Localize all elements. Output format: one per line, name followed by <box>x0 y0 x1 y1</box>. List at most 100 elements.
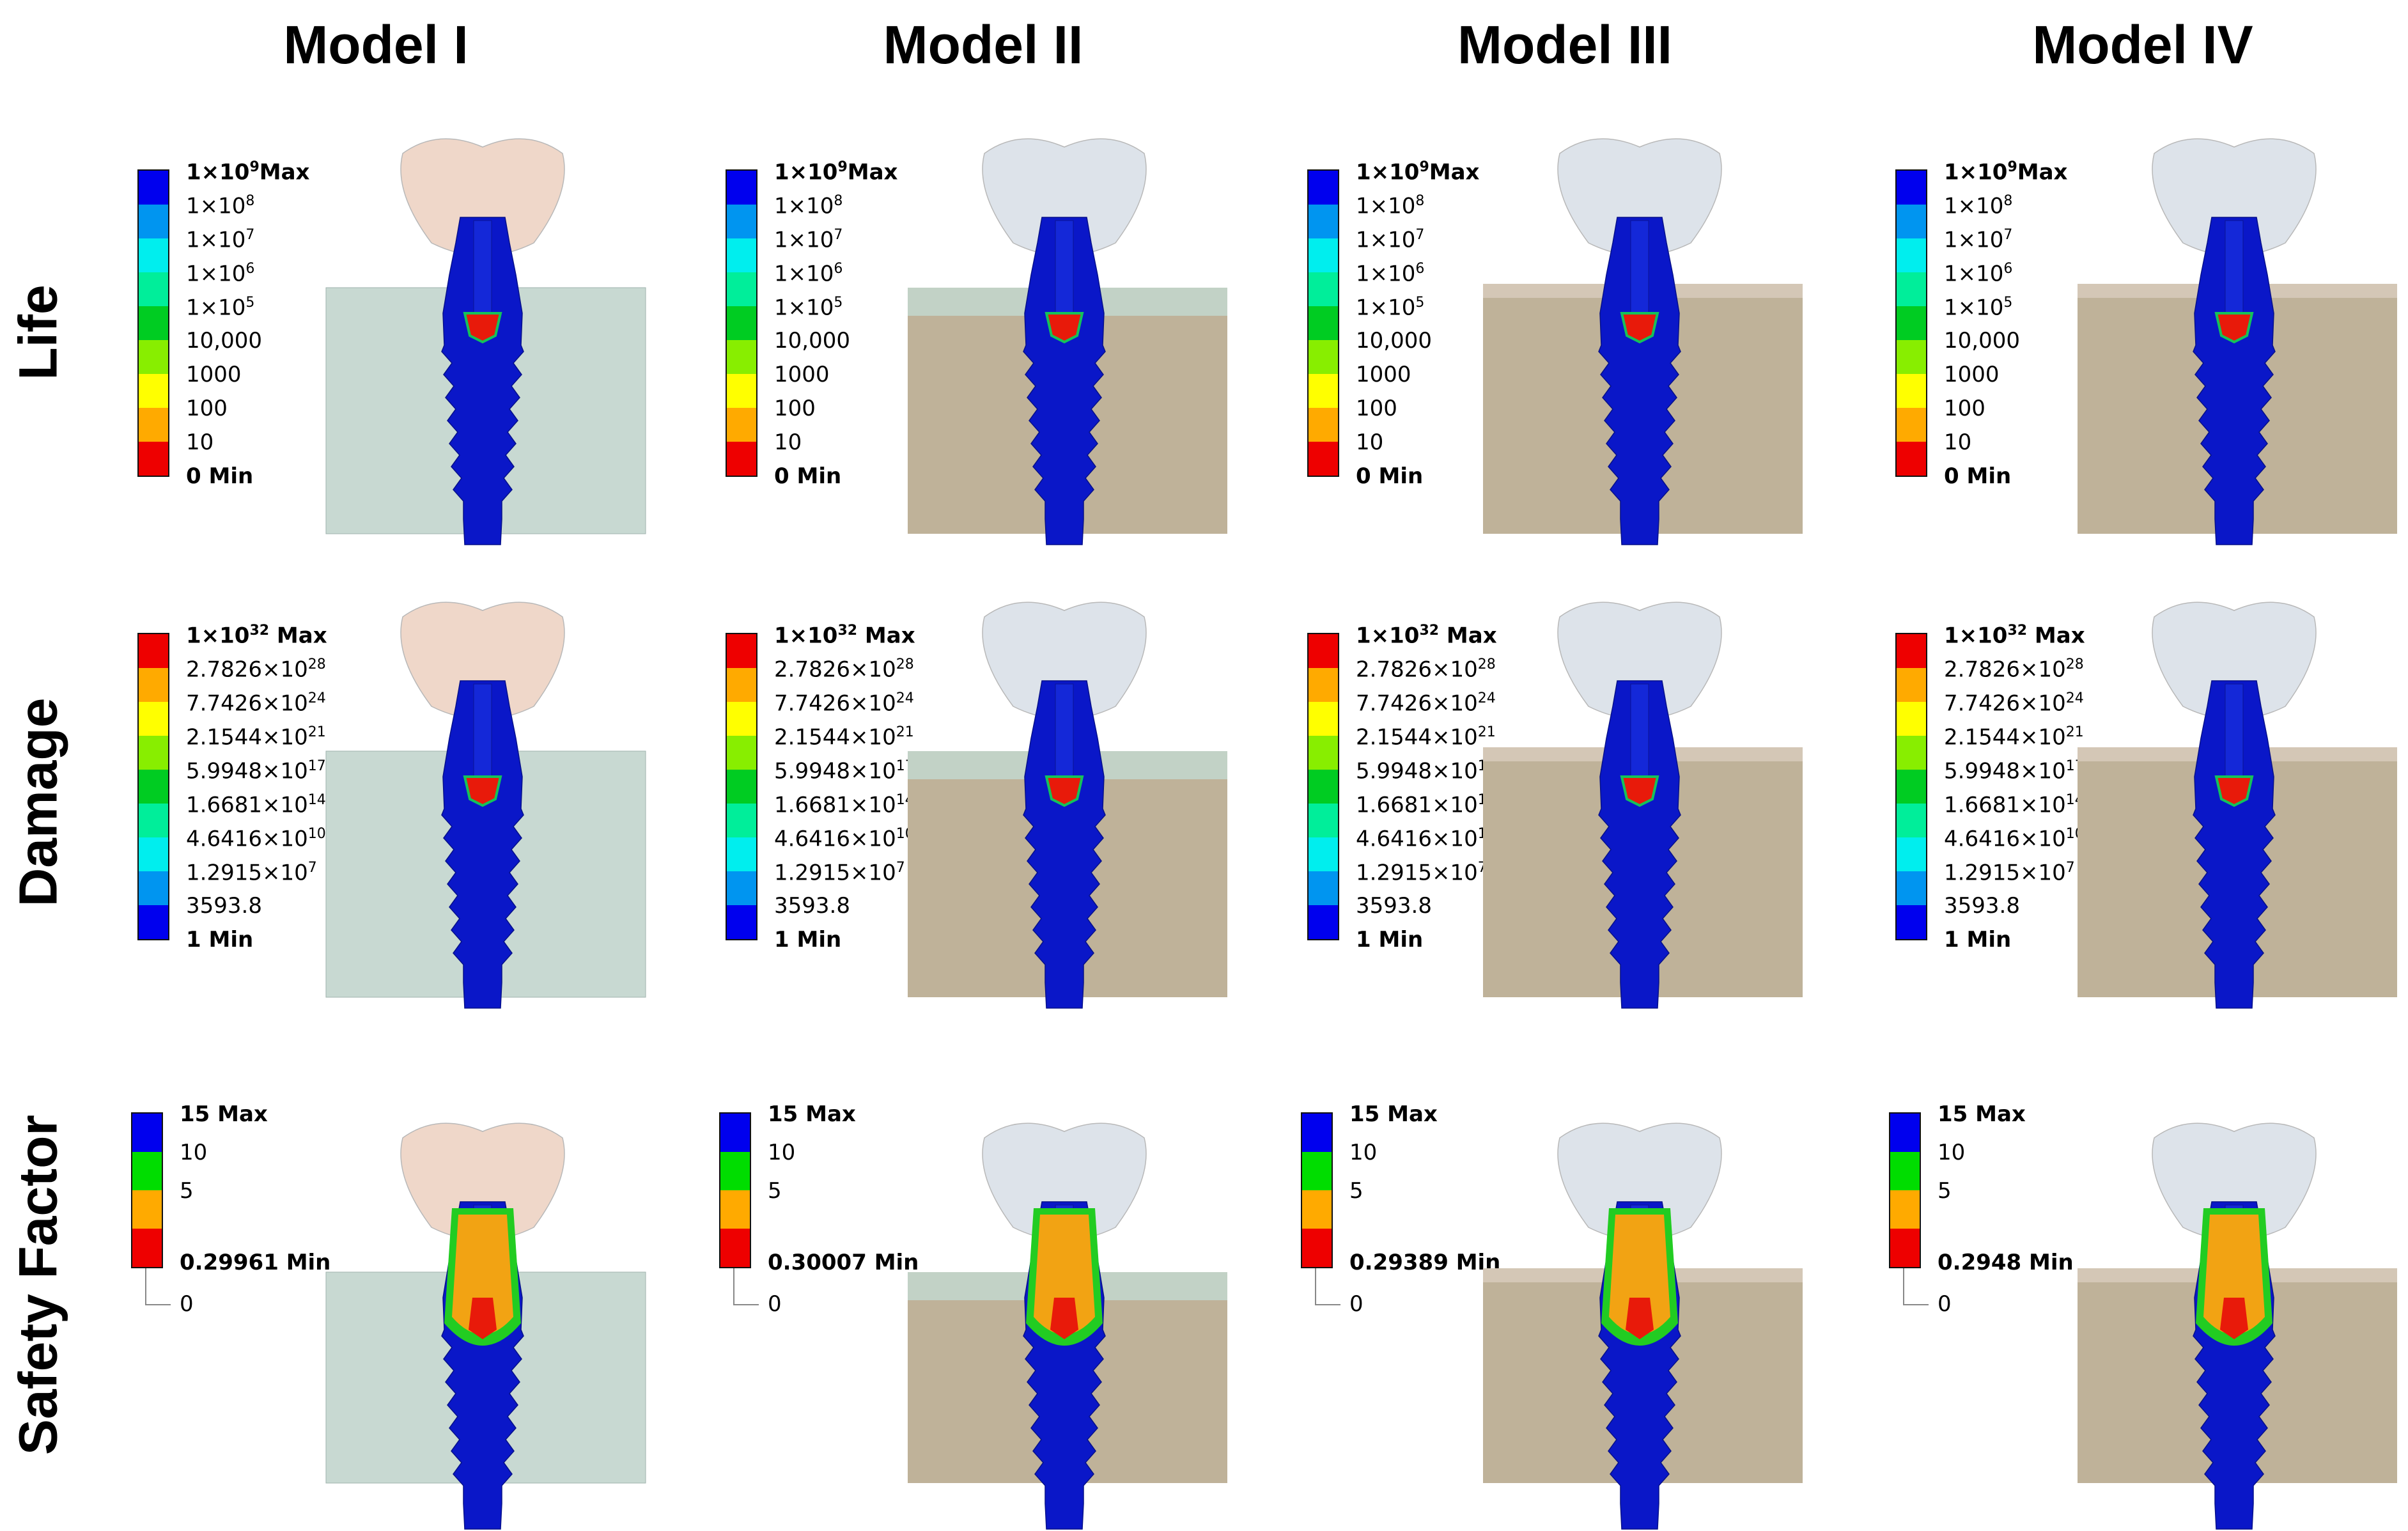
implant-model-graphic <box>325 138 646 545</box>
scale-label: 5.9948×1017 <box>186 759 326 782</box>
color-scale-segment <box>139 306 168 340</box>
tooth-crown <box>1557 1123 1722 1241</box>
scale-label-base: 1×10 <box>1356 295 1416 321</box>
implant-model-graphic <box>325 602 646 1009</box>
scale-zero-tick <box>1903 1304 1929 1305</box>
stress-hotspot <box>2214 775 2254 807</box>
implant-model-graphic <box>2078 602 2397 1009</box>
color-scale-segment <box>720 1114 750 1152</box>
color-scale-segment <box>1309 205 1338 238</box>
scale-label-base: 2.1544×10 <box>1356 724 1478 750</box>
screw-channel <box>473 220 492 317</box>
color-scale-segment <box>1309 238 1338 272</box>
color-scale-segment <box>1309 804 1338 837</box>
color-scale-segment <box>727 871 756 905</box>
implant-body <box>441 680 524 1009</box>
scale-label-base: 1.2915×10 <box>1944 860 2066 886</box>
scale-label-exponent: 5 <box>245 295 255 311</box>
scale-label: 1.2915×107 <box>1356 861 1487 884</box>
color-scale-segment <box>727 736 756 770</box>
scale-label-base: 1.2915×10 <box>186 860 308 886</box>
color-scale-segment <box>727 408 756 442</box>
scale-label: 2.1544×1021 <box>774 724 914 750</box>
scale-label-base: 1×10 <box>1356 623 1420 649</box>
color-scale-segment <box>727 905 756 939</box>
color-scale-segment <box>727 340 756 374</box>
scale-label-base: 1×10 <box>1944 623 2008 649</box>
column-title-model-i: Model I <box>283 15 469 75</box>
scale-label-exponent: 28 <box>896 657 914 672</box>
scale-label-base: 7.7426×10 <box>1944 690 2066 717</box>
scale-label-base: 7.7426×10 <box>1356 690 1478 717</box>
scale-label-base: 1 Min <box>1944 927 2012 952</box>
scale-label-zero: 0 <box>180 1291 194 1317</box>
scale-label-base: 2.7826×10 <box>1356 657 1478 683</box>
scale-label-base: 100 <box>1944 396 1985 421</box>
scale-label-base: 10 <box>1944 430 1972 455</box>
safety-orange-zone <box>1034 1215 1095 1335</box>
color-scale-segment <box>727 374 756 408</box>
scale-label-exponent: 32 <box>249 623 270 639</box>
scale-label: 1 Min <box>1356 929 1423 951</box>
scale-label-base: 10,000 <box>774 328 850 354</box>
scale-label: 1×107 <box>186 228 254 251</box>
screw-channel <box>1630 683 1649 781</box>
scale-label-exponent: 7 <box>896 860 905 876</box>
color-scale-segment <box>1309 634 1338 668</box>
scale-label-base: 5.9948×10 <box>1944 758 2066 784</box>
scale-label: 100 <box>774 398 816 419</box>
scale-label-base: 2.1544×10 <box>774 724 896 750</box>
color-scale-segment <box>1897 837 1926 871</box>
scale-label-base: 1000 <box>774 362 830 387</box>
scale-label-base: 1×10 <box>1356 159 1420 185</box>
scale-label-base: 1 Min <box>774 927 842 952</box>
scale-label-exponent: 24 <box>896 690 914 706</box>
color-scale-segment <box>727 238 756 272</box>
scale-label-exponent: 8 <box>245 193 255 209</box>
scale-label: 0 Min <box>774 465 841 487</box>
scale-label-base: 5.9948×10 <box>186 758 308 784</box>
scale-label: 5 <box>1938 1178 1952 1204</box>
color-scale-segment <box>132 1190 162 1229</box>
color-scale-segment <box>1897 871 1926 905</box>
scale-label-min: 0.2948 Min <box>1938 1250 2074 1275</box>
scale-label-base: 1×10 <box>774 623 838 649</box>
safety-red-zone <box>1050 1298 1078 1339</box>
scale-label-exponent: 8 <box>2003 193 2013 209</box>
stress-hotspot <box>1045 775 1084 807</box>
scale-label: 4.6416×1010 <box>1356 827 1496 850</box>
color-scale-segment <box>1302 1229 1332 1267</box>
color-scale-bar <box>1307 633 1339 940</box>
scale-label-base: 1×10 <box>1356 227 1416 253</box>
scale-label-zero: 0 <box>1349 1291 1363 1317</box>
color-scale-segment <box>1309 171 1338 205</box>
scale-label-exponent: 32 <box>2007 623 2028 639</box>
scale-label: 1×109Max <box>1356 160 1480 183</box>
color-scale-bar <box>137 633 169 940</box>
scale-label-base: 2.7826×10 <box>774 657 896 683</box>
scale-label-base: 100 <box>774 396 816 421</box>
color-scale-segment <box>139 408 168 442</box>
screw-channel <box>473 683 492 781</box>
scale-label-base: 1.6681×10 <box>774 792 896 818</box>
scale-label: 2.1544×1021 <box>186 726 326 749</box>
stress-hotspot <box>1620 312 1659 344</box>
scale-label-base: 2.7826×10 <box>186 657 308 683</box>
row-title-safety-factor: Safety Factor <box>8 1114 68 1456</box>
color-scale-segment <box>1897 668 1926 702</box>
scale-label: 1×1032 Max <box>186 623 327 647</box>
implant-body <box>1023 680 1106 1009</box>
scale-label: 1×106 <box>186 262 254 285</box>
scale-label: 2.1544×1021 <box>1944 726 2084 749</box>
scale-label-zero: 0 <box>1938 1291 1952 1317</box>
scale-label: 1×108 <box>774 194 843 217</box>
color-scale-bar <box>137 169 169 477</box>
implant-panel-model-1-life <box>325 131 646 545</box>
scale-label-base: 5.9948×10 <box>1356 758 1478 784</box>
scale-label: 1000 <box>1944 364 2000 385</box>
scale-label: 2.7826×1028 <box>1944 658 2084 681</box>
scale-label: 100 <box>1944 398 1985 419</box>
scale-label-base: 100 <box>186 396 228 421</box>
scale-label-base: 1×10 <box>774 261 834 287</box>
scale-label-tail: Max <box>857 623 915 649</box>
